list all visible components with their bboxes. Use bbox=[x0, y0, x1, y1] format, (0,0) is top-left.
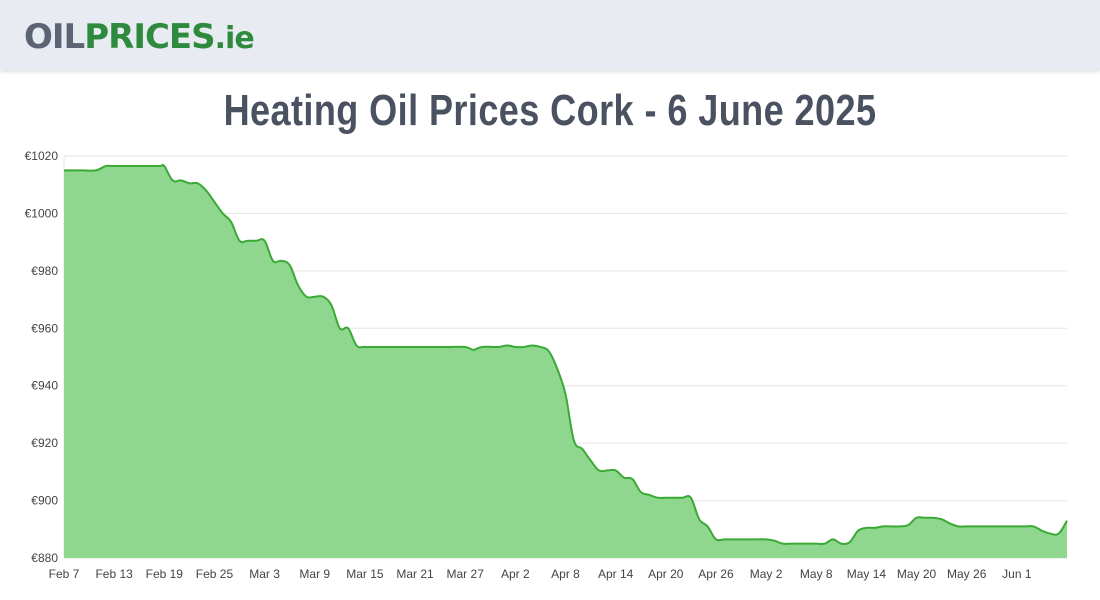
x-axis-tick-labels: Feb 7 Feb 13 Feb 19 Feb 25 Mar 3 Mar 9 Mar 15 M… bbox=[49, 567, 1032, 581]
y-tick-label: €880 bbox=[31, 551, 58, 565]
price-area-chart: €880 €900 €920 €940 €960 €980 €1000 €1020 Feb 7… bbox=[25, 149, 1068, 581]
x-tick-label: Feb 19 bbox=[146, 567, 184, 581]
x-tick-label: Apr 26 bbox=[698, 567, 734, 581]
x-tick-label: Apr 14 bbox=[598, 567, 634, 581]
x-tick-label: Apr 8 bbox=[551, 567, 580, 581]
logo-prices-text: PRICES bbox=[84, 17, 215, 57]
y-tick-label: €980 bbox=[31, 264, 58, 278]
price-area-fill bbox=[64, 164, 1067, 559]
x-tick-label: Feb 25 bbox=[196, 567, 234, 581]
x-tick-label: Mar 15 bbox=[346, 567, 384, 581]
x-tick-label: May 14 bbox=[847, 567, 887, 581]
x-tick-label: May 26 bbox=[947, 567, 987, 581]
header-bar: OILPRICES.ie bbox=[0, 0, 1100, 70]
x-tick-label: Apr 20 bbox=[648, 567, 684, 581]
x-tick-label: Jun 1 bbox=[1002, 567, 1032, 581]
y-tick-label: €940 bbox=[31, 379, 58, 393]
x-tick-label: Mar 3 bbox=[249, 567, 280, 581]
y-tick-label: €900 bbox=[31, 494, 58, 508]
page-title: Heating Oil Prices Cork - 6 June 2025 bbox=[223, 86, 877, 135]
x-tick-label: May 20 bbox=[897, 567, 937, 581]
x-tick-label: Mar 21 bbox=[396, 567, 434, 581]
y-axis-tick-labels: €880 €900 €920 €940 €960 €980 €1000 €1020 bbox=[25, 149, 59, 565]
x-tick-label: May 2 bbox=[750, 567, 783, 581]
y-tick-label: €960 bbox=[31, 321, 58, 335]
y-tick-label: €1000 bbox=[25, 206, 59, 220]
y-tick-label: €1020 bbox=[25, 149, 59, 163]
x-tick-label: Mar 9 bbox=[299, 567, 330, 581]
x-tick-label: Mar 27 bbox=[447, 567, 485, 581]
x-tick-label: Feb 13 bbox=[95, 567, 133, 581]
x-tick-label: Feb 7 bbox=[49, 567, 80, 581]
price-line bbox=[64, 163, 1068, 546]
site-logo[interactable]: OILPRICES.ie bbox=[24, 17, 255, 59]
y-tick-label: €920 bbox=[31, 436, 58, 450]
x-tick-label: May 8 bbox=[800, 567, 833, 581]
x-tick-label: Apr 2 bbox=[501, 567, 530, 581]
logo-ie-text: .ie bbox=[214, 21, 255, 56]
logo-oil-text: OIL bbox=[24, 17, 85, 57]
